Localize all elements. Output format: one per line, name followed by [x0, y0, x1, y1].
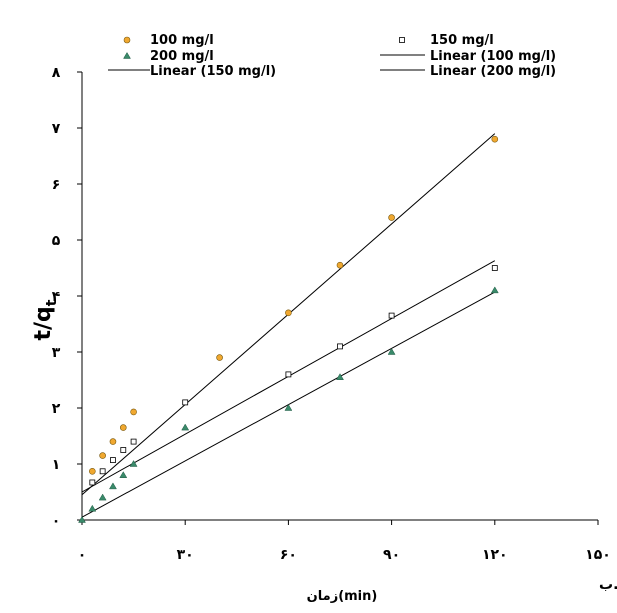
x-tick-label: ۹۰ — [383, 547, 400, 563]
data-point — [99, 452, 106, 459]
x-axis-title: زمان(min) — [307, 589, 378, 604]
data-point — [337, 343, 343, 350]
data-points — [78, 135, 499, 523]
x-tick-label: ۱۵۰ — [585, 547, 611, 563]
y-tick-label: ۵ — [52, 233, 61, 249]
data-point — [181, 423, 190, 431]
y-axis-title: t/qt — [31, 299, 60, 340]
corner-label: ب. — [599, 577, 617, 593]
data-point — [98, 493, 107, 501]
data-point — [88, 504, 97, 512]
data-point — [387, 348, 396, 355]
data-point — [130, 438, 137, 445]
data-point — [130, 408, 137, 416]
legend: 100 mg/l 150 mg/l 200 mg/l Linear (100 mg/l… — [108, 33, 556, 79]
legend-marker — [123, 52, 131, 59]
y-ticks: ۰ ۱ ۲ ۳ ۴ ۵ ۶ ۷ ۸ — [52, 65, 82, 529]
x-tick-label: ۳۰ — [177, 547, 194, 563]
y-tick-label: ۷ — [52, 121, 61, 137]
y-axis-title-subscript: t — [44, 299, 60, 306]
data-point — [89, 479, 96, 486]
data-point — [388, 312, 395, 319]
data-point — [89, 467, 96, 475]
data-point — [109, 482, 117, 490]
data-point — [182, 399, 189, 406]
data-point — [216, 354, 223, 361]
y-tick-label: ۱ — [52, 457, 61, 473]
legend-marker — [123, 36, 131, 44]
legend-label: 100 mg/l — [150, 33, 214, 48]
data-point — [110, 457, 116, 463]
data-point — [119, 424, 127, 431]
data-point — [285, 371, 292, 378]
legend-label: Linear (200 mg/l) — [430, 64, 556, 79]
data-point — [491, 135, 499, 143]
legend-label: Linear (150 mg/l) — [150, 64, 276, 79]
legend-marker — [399, 37, 405, 43]
x-tick-label: ۱۲۰ — [482, 547, 508, 563]
y-tick-label: ۰ — [52, 513, 61, 529]
y-tick-label: ۲ — [52, 401, 61, 417]
x-tick-label: ۶۰ — [280, 547, 297, 563]
x-tick-label: ۰ — [78, 547, 87, 563]
legend-label: 150 mg/l — [430, 33, 494, 48]
y-tick-label: ۶ — [52, 177, 61, 193]
data-point — [284, 404, 293, 411]
legend-label: Linear (100 mg/l) — [430, 49, 556, 64]
x-ticks: ۰ ۳۰ ۶۰ ۹۰ ۱۲۰ ۱۵۰ — [78, 520, 611, 563]
data-point — [109, 438, 117, 445]
data-point — [336, 261, 344, 269]
data-point — [285, 309, 292, 317]
y-axis-title-main: t/q — [31, 306, 56, 340]
data-point — [120, 447, 127, 453]
y-tick-label: ۸ — [52, 65, 61, 81]
data-point — [99, 468, 106, 475]
legend-label: 200 mg/l — [150, 49, 214, 64]
data-point — [490, 286, 499, 294]
data-point — [336, 373, 344, 380]
data-point — [119, 471, 128, 478]
data-point — [78, 516, 86, 523]
trendlines — [81, 133, 496, 518]
data-point — [388, 214, 395, 221]
axes: ۰ ۱ ۲ ۳ ۴ ۵ ۶ ۷ ۸ ۰ ۳۰ ۶۰ ۹۰ ۱۲۰ ۱۵۰ — [52, 65, 611, 563]
y-tick-label: ۳ — [52, 345, 61, 361]
y-tick-label: ۴ — [52, 289, 61, 305]
data-point — [491, 265, 498, 271]
data-point — [129, 460, 138, 467]
